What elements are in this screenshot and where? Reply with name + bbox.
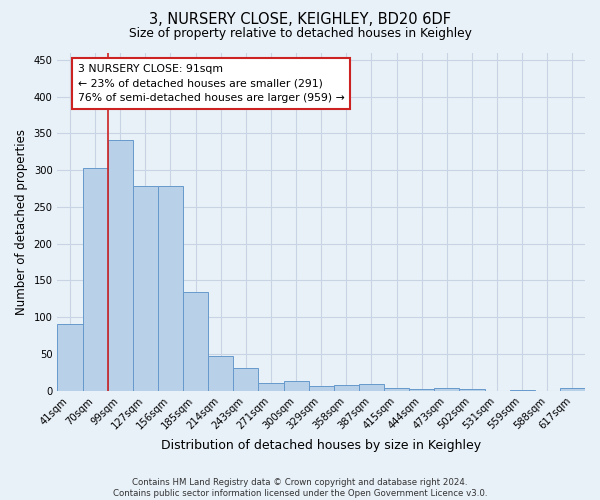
Bar xyxy=(409,389,434,390)
Bar xyxy=(334,385,359,390)
Bar xyxy=(233,368,259,390)
Bar xyxy=(158,186,183,390)
Bar xyxy=(83,168,107,390)
Bar xyxy=(58,324,83,390)
Bar xyxy=(359,384,384,390)
Bar xyxy=(460,389,485,390)
Text: Contains HM Land Registry data © Crown copyright and database right 2024.
Contai: Contains HM Land Registry data © Crown c… xyxy=(113,478,487,498)
Bar xyxy=(259,384,284,390)
Y-axis label: Number of detached properties: Number of detached properties xyxy=(15,128,28,314)
Bar xyxy=(133,186,158,390)
X-axis label: Distribution of detached houses by size in Keighley: Distribution of detached houses by size … xyxy=(161,440,481,452)
Bar xyxy=(183,292,208,390)
Text: Size of property relative to detached houses in Keighley: Size of property relative to detached ho… xyxy=(128,28,472,40)
Text: 3, NURSERY CLOSE, KEIGHLEY, BD20 6DF: 3, NURSERY CLOSE, KEIGHLEY, BD20 6DF xyxy=(149,12,451,28)
Bar xyxy=(284,381,308,390)
Bar xyxy=(107,140,133,390)
Bar xyxy=(208,356,233,390)
Bar xyxy=(560,388,585,390)
Bar xyxy=(384,388,409,390)
Bar xyxy=(434,388,460,390)
Bar xyxy=(308,386,334,390)
Text: 3 NURSERY CLOSE: 91sqm
← 23% of detached houses are smaller (291)
76% of semi-de: 3 NURSERY CLOSE: 91sqm ← 23% of detached… xyxy=(77,64,344,103)
